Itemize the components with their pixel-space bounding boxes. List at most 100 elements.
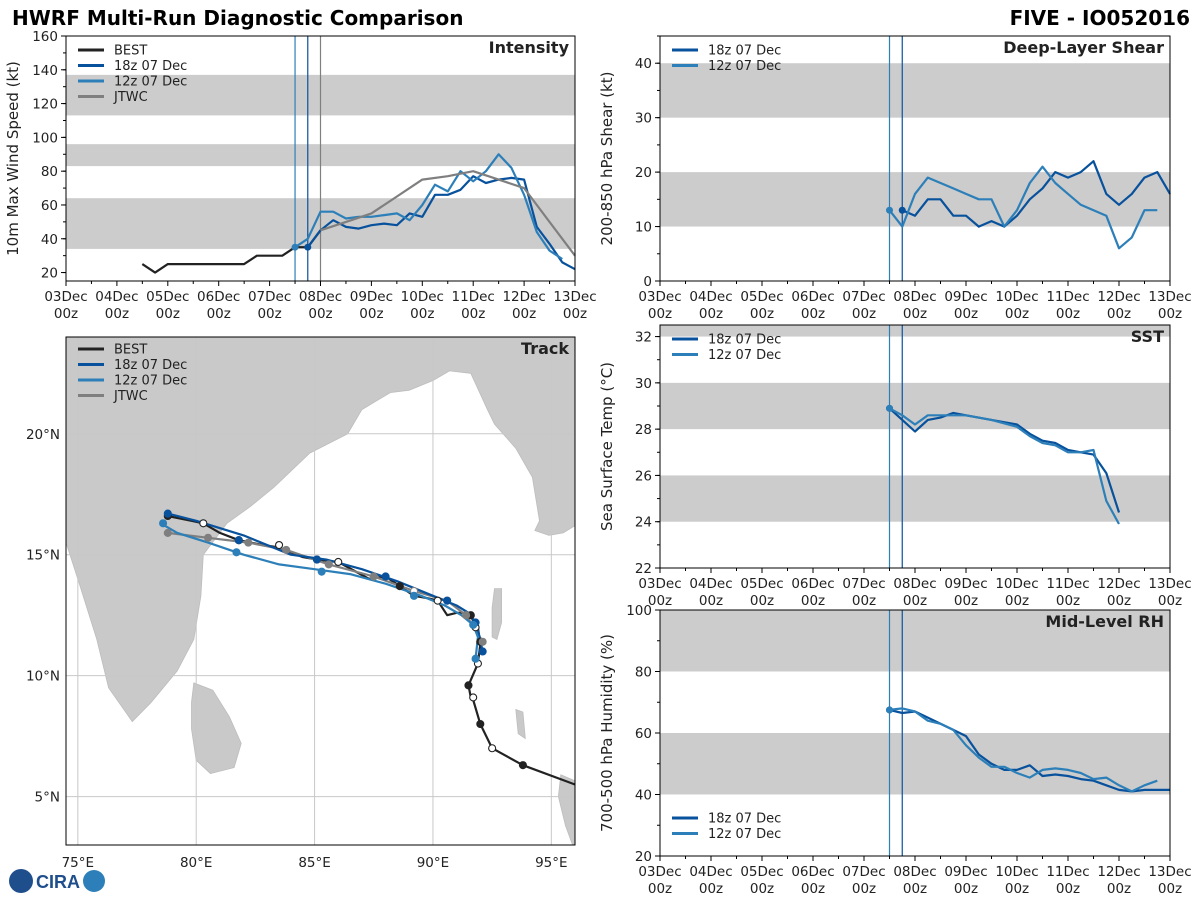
track-point [203, 533, 213, 542]
y-tick-label: 20 [41, 266, 58, 282]
legend-label: BEST [114, 44, 147, 59]
series-line-18z-07-dec [901, 160, 1171, 228]
shaded-band [660, 733, 1170, 795]
y-tick-label: 100 [626, 603, 652, 619]
x-tick-label-day: 10Dec [401, 289, 444, 305]
x-tick-label-hour: 00z [954, 881, 978, 897]
x-tick-label-day: 06Dec [197, 289, 240, 305]
x-tick-label-day: 07Dec [842, 289, 885, 305]
cira-logo-globe [9, 869, 33, 893]
landmass-andaman-islands [491, 588, 503, 640]
x-tick-label-hour: 00z [1005, 306, 1029, 322]
y-tick-label: 0 [643, 274, 652, 290]
track-point [369, 572, 378, 581]
x-tick-label-hour: 00z [852, 881, 876, 897]
x-tick-label-hour: 00z [1107, 881, 1131, 897]
series-line-18z-07-dec [888, 407, 1121, 513]
sst-panel: 22242628303203Dec00z04Dec00z05Dec00z06De… [598, 324, 1192, 609]
track-point [159, 519, 168, 528]
shaded-band [660, 475, 1170, 522]
x-tick-label-day: 08Dec [893, 576, 936, 592]
y-tick-label: 60 [635, 726, 652, 742]
x-tick-label-hour: 00z [903, 593, 927, 609]
map-lat-label: 15°N [26, 548, 60, 564]
y-tick-label: 80 [41, 164, 58, 180]
panel-title: SST [1131, 327, 1164, 346]
y-tick-label: 30 [635, 111, 652, 127]
cira-logo: CIRA [9, 869, 105, 893]
map-lat-label: 20°N [26, 427, 60, 443]
y-tick-label: 40 [41, 232, 58, 248]
shaded-band [660, 325, 1170, 337]
x-tick-label-day: 05Dec [740, 289, 783, 305]
x-tick-label-hour: 00z [1056, 881, 1080, 897]
y-tick-label: 32 [635, 330, 652, 346]
legend-label: 18z 07 Dec [114, 358, 187, 373]
legend-label: 18z 07 Dec [708, 812, 781, 827]
map-lat-label: 5°N [35, 790, 60, 806]
x-tick-label-hour: 00z [801, 593, 825, 609]
x-tick-label-day: 12Dec [1097, 289, 1140, 305]
series-line-12z-07-dec [888, 165, 1158, 250]
map-lon-label: 95°E [535, 855, 567, 871]
track-point [163, 509, 172, 518]
y-tick-label: 30 [635, 376, 652, 392]
y-tick-label: 60 [41, 198, 58, 214]
y-axis-label: 10m Max Wind Speed (kt) [4, 61, 22, 256]
x-tick-label-day: 13Dec [1148, 864, 1191, 880]
track-point [275, 540, 284, 550]
x-tick-label-day: 11Dec [452, 289, 495, 305]
x-tick-label-day: 06Dec [791, 864, 834, 880]
x-tick-label-day: 08Dec [893, 864, 936, 880]
series-line-jtwc [320, 170, 576, 257]
y-axis-label: Sea Surface Temp (°C) [598, 362, 616, 531]
x-tick-label-day: 13Dec [1148, 289, 1191, 305]
y-tick-label: 20 [635, 849, 652, 865]
y-tick-label: 20 [635, 165, 652, 181]
x-tick-label-day: 03Dec [638, 576, 681, 592]
track-point [478, 647, 487, 656]
x-tick-label-day: 10Dec [995, 576, 1038, 592]
x-tick-label-hour: 00z [648, 881, 672, 897]
track-point [462, 611, 471, 620]
x-tick-label-day: 12Dec [1097, 576, 1140, 592]
x-tick-label-hour: 00z [1107, 593, 1131, 609]
legend-label: 12z 07 Dec [708, 348, 781, 363]
y-tick-label: 140 [32, 63, 58, 79]
y-axis-label: 700-500 hPa Humidity (%) [598, 634, 616, 832]
x-tick-label-day: 11Dec [1046, 864, 1089, 880]
track-point [464, 681, 473, 690]
panel-title: Intensity [489, 38, 570, 57]
x-tick-label-hour: 00z [903, 881, 927, 897]
x-tick-label-hour: 00z [1107, 306, 1131, 322]
x-tick-label-day: 03Dec [44, 289, 87, 305]
track-point [478, 637, 487, 646]
legend-label: 18z 07 Dec [708, 333, 781, 348]
series-line-best [141, 229, 322, 274]
x-tick-label-day: 04Dec [95, 289, 138, 305]
x-tick-label-hour: 00z [954, 593, 978, 609]
storm-id: FIVE - IO052016 [1009, 6, 1190, 30]
x-tick-label-day: 13Dec [553, 289, 596, 305]
y-tick-label: 28 [635, 422, 652, 438]
x-tick-label-hour: 00z [308, 306, 332, 322]
x-tick-label-hour: 00z [852, 306, 876, 322]
map-lon-label: 80°E [180, 855, 212, 871]
shaded-band [660, 172, 1170, 227]
series-line-12z-07-dec [889, 707, 1158, 793]
x-tick-label-day: 07Dec [842, 864, 885, 880]
series-line-12z-07-dec [888, 407, 1120, 525]
x-tick-label-hour: 00z [852, 593, 876, 609]
y-tick-label: 22 [635, 561, 652, 577]
panel-title: Deep-Layer Shear [1003, 38, 1164, 57]
y-tick-label: 26 [635, 468, 652, 484]
shaded-band [660, 63, 1170, 118]
legend-label: 12z 07 Dec [708, 59, 781, 74]
x-tick-label-day: 07Dec [248, 289, 291, 305]
intensity-panel: 2040608010012014016003Dec00z04Dec00z05De… [4, 29, 597, 322]
x-tick-label-hour: 00z [461, 306, 485, 322]
x-tick-label-hour: 00z [156, 306, 180, 322]
shaded-band [660, 382, 1170, 430]
track-point [488, 744, 497, 753]
track-point [334, 557, 343, 567]
